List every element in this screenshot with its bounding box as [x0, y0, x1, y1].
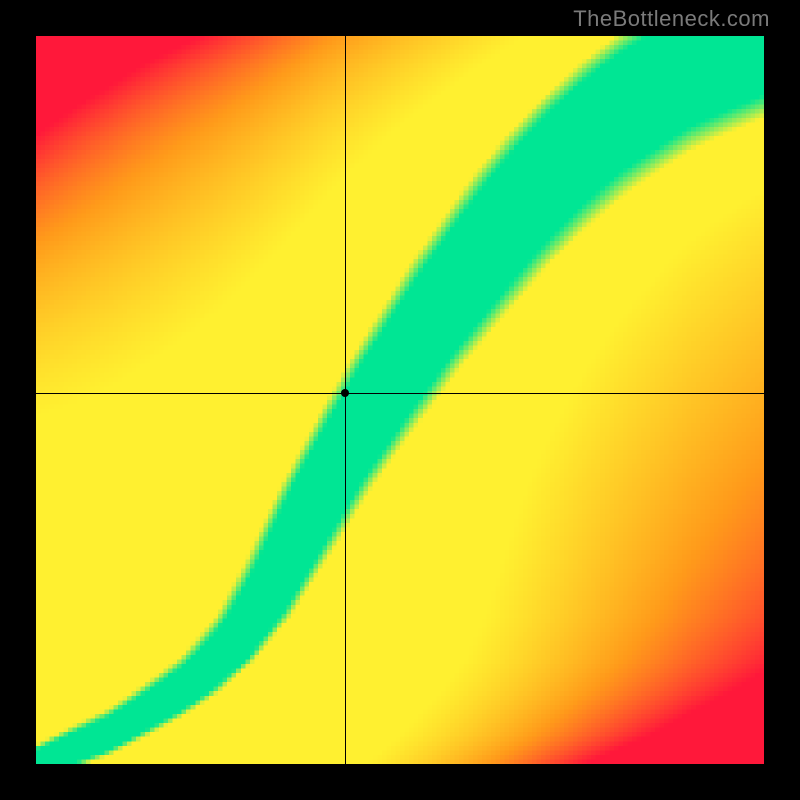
crosshair-vertical [345, 36, 346, 764]
watermark-text: TheBottleneck.com [573, 6, 770, 32]
heatmap-canvas [36, 36, 764, 764]
crosshair-horizontal [36, 393, 764, 394]
marker-dot [341, 389, 349, 397]
heatmap-plot [36, 36, 764, 764]
